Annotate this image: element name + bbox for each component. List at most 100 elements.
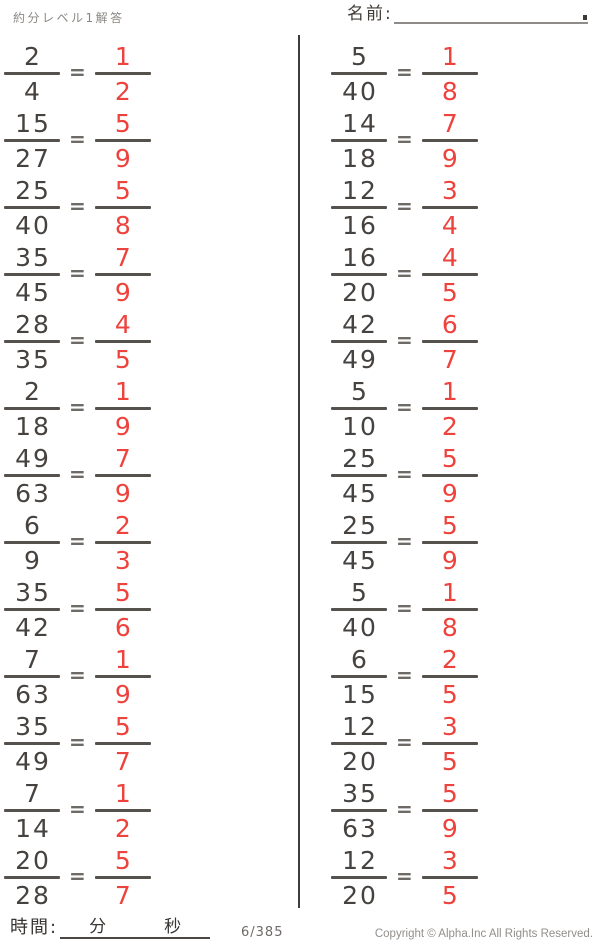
problem-denominator: 20 (342, 277, 378, 307)
page-number: 6/385 (241, 925, 284, 940)
answer-numerator: 1 (114, 41, 133, 71)
problem-row: 7 14 = 1 2 (4, 777, 151, 844)
fraction-bar (4, 808, 60, 812)
problem-denominator: 18 (342, 143, 378, 173)
problem-numerator: 12 (342, 175, 378, 205)
problem-fraction: 12 20 (331, 714, 387, 774)
problem-numerator: 12 (342, 711, 378, 741)
problem-denominator: 45 (342, 478, 378, 508)
fraction-bar (421, 339, 478, 343)
page-title: 約分レベル1解答 (13, 11, 125, 25)
problem-denominator: 15 (342, 679, 378, 709)
answer-denominator: 5 (114, 344, 133, 374)
equals-sign: = (396, 193, 413, 218)
answer-numerator: 5 (441, 778, 460, 808)
problem-row: 35 49 = 5 7 (4, 710, 151, 777)
problem-row: 7 63 = 1 9 (4, 643, 151, 710)
equals-sign: = (69, 729, 86, 754)
equals-sign: = (396, 729, 413, 754)
answer-denominator: 9 (441, 143, 460, 173)
answer-numerator: 1 (441, 376, 460, 406)
problem-numerator: 25 (342, 443, 378, 473)
problem-denominator: 16 (342, 210, 378, 240)
answer-fraction: 5 9 (421, 446, 478, 506)
copyright-notice: Copyright © Alpha.Inc All Rights Reserve… (374, 928, 593, 940)
problem-row: 5 10 = 1 2 (331, 375, 478, 442)
equals-sign: = (396, 126, 413, 151)
fraction-bar (94, 406, 151, 410)
equals-sign: = (396, 59, 413, 84)
problem-numerator: 7 (24, 778, 42, 808)
fraction-bar (94, 674, 151, 678)
fraction-bar (331, 808, 387, 812)
problem-fraction: 6 9 (4, 513, 60, 573)
fraction-bar (421, 540, 478, 544)
answer-fraction: 5 6 (94, 577, 151, 640)
answer-fraction: 3 5 (421, 714, 478, 774)
answer-denominator: 9 (114, 411, 133, 441)
answer-fraction: 1 8 (421, 580, 478, 640)
problem-fraction: 15 27 (4, 111, 60, 171)
answer-fraction: 1 2 (94, 41, 151, 106)
answer-denominator: 8 (441, 76, 460, 106)
problem-denominator: 49 (15, 746, 51, 776)
problem-numerator: 15 (15, 108, 51, 138)
fraction-bar (331, 339, 387, 343)
problem-row: 16 20 = 4 5 (331, 241, 478, 308)
fraction-bar (94, 339, 151, 343)
problem-denominator: 63 (15, 679, 51, 709)
name-field: 名前: (347, 4, 588, 25)
problem-fraction: 28 35 (4, 312, 60, 372)
answer-fraction: 5 7 (94, 714, 151, 774)
problem-denominator: 35 (15, 344, 51, 374)
answer-fraction: 5 8 (94, 178, 151, 240)
answer-denominator: 2 (114, 76, 133, 106)
answer-fraction: 1 2 (421, 376, 478, 439)
problem-fraction: 5 40 (331, 44, 387, 104)
problem-denominator: 4 (24, 76, 42, 106)
problem-numerator: 6 (351, 644, 369, 674)
fraction-bar (94, 473, 151, 477)
problem-numerator: 5 (351, 376, 369, 406)
problem-denominator: 27 (15, 143, 51, 173)
problem-fraction: 25 40 (4, 178, 60, 238)
problem-fraction: 25 45 (331, 446, 387, 506)
problem-fraction: 16 20 (331, 245, 387, 305)
problem-denominator: 28 (15, 880, 51, 910)
answer-numerator: 5 (114, 108, 133, 138)
fraction-bar (94, 138, 151, 142)
fraction-bar (421, 741, 478, 745)
fraction-bar (331, 473, 387, 477)
fraction-bar (94, 741, 151, 745)
problem-row: 35 45 = 7 9 (4, 241, 151, 308)
problem-denominator: 18 (15, 411, 51, 441)
fraction-bar (4, 272, 60, 276)
problem-denominator: 10 (342, 411, 378, 441)
fraction-bar (331, 540, 387, 544)
equals-sign: = (396, 528, 413, 553)
problem-fraction: 35 63 (331, 781, 387, 841)
fraction-bar (421, 71, 478, 75)
answer-numerator: 5 (114, 845, 133, 875)
problem-row: 35 42 = 5 6 (4, 576, 151, 643)
fraction-bar (421, 272, 478, 276)
answer-fraction: 1 2 (94, 781, 151, 841)
answer-numerator: 7 (441, 108, 460, 138)
problem-fraction: 35 49 (4, 714, 60, 774)
problem-denominator: 45 (15, 277, 51, 307)
answer-fraction: 1 8 (421, 44, 478, 106)
fraction-bar (331, 138, 387, 142)
problem-denominator: 20 (342, 880, 378, 910)
problem-row: 5 40 = 1 8 (331, 576, 478, 643)
answer-denominator: 7 (114, 880, 133, 910)
answer-fraction: 2 3 (94, 513, 151, 573)
fraction-bar (94, 205, 151, 209)
answer-numerator: 5 (114, 577, 133, 607)
answer-denominator: 8 (114, 210, 133, 240)
problem-denominator: 14 (15, 813, 51, 843)
answer-numerator: 1 (114, 376, 133, 406)
fraction-bar (4, 741, 60, 745)
time-field: 時間: 分 秒 (10, 912, 211, 939)
problem-fraction: 42 49 (331, 312, 387, 372)
